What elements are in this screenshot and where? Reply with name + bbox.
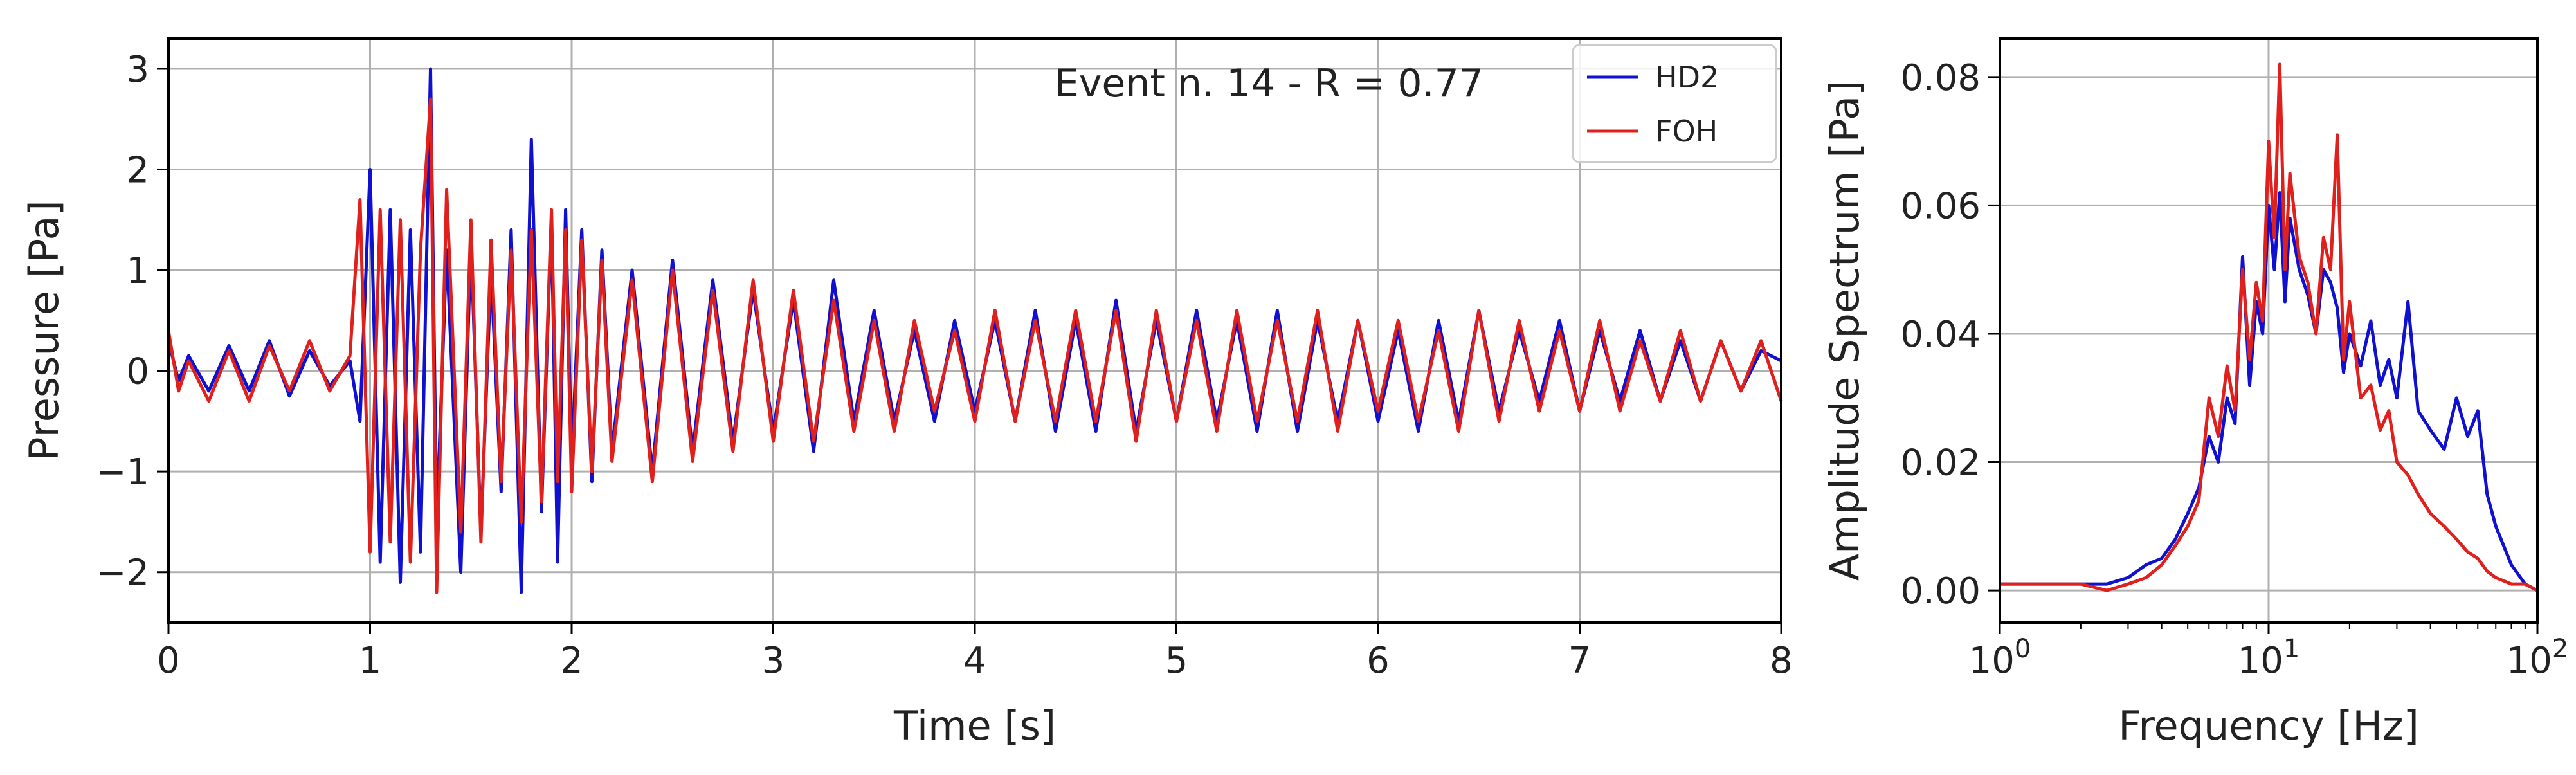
freq-y-tick-label-3: 0.06 (1900, 185, 1981, 227)
time-x-tick-label-3: 3 (762, 640, 785, 682)
time-y-tick-label-1: −1 (96, 451, 149, 493)
freq-x-tick-label-0: 100 (1969, 634, 2031, 682)
time-series-x-ticks: 0 1 2 3 4 5 6 7 8 (157, 623, 1793, 682)
spectrum-line-hd2 (2000, 191, 2539, 592)
time-x-tick-label-4: 4 (963, 640, 986, 682)
freq-y-tick-label-1: 0.02 (1900, 442, 1981, 484)
legend: HD2 FOH (1572, 44, 1777, 163)
time-x-tick-label-7: 7 (1568, 640, 1592, 682)
time-y-tick-label-5: 3 (126, 49, 149, 91)
spectrum-panel: 100 101 102 0.00 0.02 0.04 0.06 0.08 Frequency… (1821, 37, 2569, 749)
time-y-tick-label-4: 2 (126, 150, 149, 192)
legend-label-foh: FOH (1655, 114, 1718, 149)
spectrum-line-foh (2000, 62, 2539, 592)
freq-y-tick-label-2: 0.04 (1900, 314, 1981, 356)
time-y-tick-label-3: 1 (126, 250, 149, 292)
spectrum-y-ticks: 0.00 0.02 0.04 0.06 0.08 (1900, 57, 2000, 612)
spectrum-y-axis-label: Amplitude Spectrum [Pa] (1821, 80, 1868, 581)
time-x-tick-label-6: 6 (1366, 640, 1390, 682)
spectrum-lines (2000, 62, 2539, 592)
time-series-x-axis-label: Time [s] (893, 702, 1056, 749)
time-series-panel: 0 1 2 3 4 5 6 7 8 −2 −1 0 1 2 3 Time [s] Pressure [Pa… (21, 37, 1793, 749)
time-x-tick-label-5: 5 (1165, 640, 1188, 682)
time-series-lines (167, 67, 1783, 594)
time-x-tick-label-0: 0 (157, 640, 180, 682)
time-x-tick-label-8: 8 (1770, 640, 1793, 682)
event-annotation: Event n. 14 - R = 0.77 (1055, 61, 1483, 106)
freq-y-tick-label-0: 0.00 (1900, 570, 1981, 612)
time-x-tick-label-1: 1 (359, 640, 382, 682)
time-series-y-axis-label: Pressure [Pa] (21, 200, 68, 460)
time-y-tick-label-0: −2 (96, 552, 149, 594)
spectrum-x-axis-label: Frequency [Hz] (2118, 702, 2419, 749)
freq-x-tick-label-1: 101 (2238, 634, 2300, 682)
time-series-y-ticks: −2 −1 0 1 2 3 (96, 49, 168, 594)
freq-y-tick-label-4: 0.08 (1900, 57, 1981, 99)
spectrum-x-ticks: 100 101 102 (1969, 623, 2569, 682)
legend-label-hd2: HD2 (1655, 60, 1719, 95)
time-y-tick-label-2: 0 (126, 351, 149, 393)
time-x-tick-label-2: 2 (560, 640, 583, 682)
freq-x-tick-label-2: 102 (2507, 634, 2569, 682)
time-series-line-foh (167, 97, 1783, 594)
